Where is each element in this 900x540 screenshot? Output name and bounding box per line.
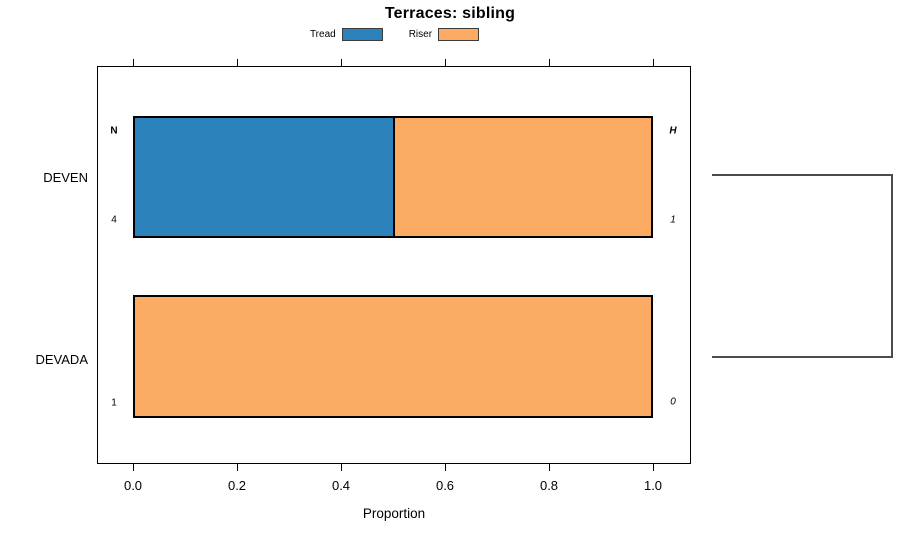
dendrogram-branch-devada — [712, 356, 892, 358]
chart-title: Terraces: sibling — [384, 5, 516, 22]
annotation-n-value-devada: 1 — [111, 397, 117, 409]
annotation-n-value-deven: 4 — [111, 214, 117, 226]
bottom-tick — [341, 464, 342, 471]
ytick-label-devada: DEVADA — [35, 352, 89, 367]
bottom-tick — [549, 464, 550, 471]
annotation-h-value-devada: 0 — [670, 396, 676, 408]
bottom-tick — [237, 464, 238, 471]
legend-label-riser: Riser — [408, 28, 433, 40]
bottom-tick — [653, 464, 654, 471]
bar-segment-tread — [135, 118, 393, 236]
top-tick — [549, 59, 550, 66]
top-tick — [445, 59, 446, 66]
legend-item-tread: Tread — [309, 27, 383, 41]
xtick-label: 1.0 — [643, 478, 663, 493]
top-tick — [133, 59, 134, 66]
xtick-label: 0.8 — [539, 478, 559, 493]
bar-segment-riser — [135, 297, 651, 416]
annotation-h-header: H — [669, 125, 677, 137]
bar-deven — [133, 116, 653, 238]
bar-devada — [133, 295, 653, 418]
xtick-label: 0.4 — [331, 478, 351, 493]
top-tick — [341, 59, 342, 66]
top-tick — [237, 59, 238, 66]
xtick-label: 0.6 — [435, 478, 455, 493]
annotation-h-value-deven: 1 — [670, 214, 676, 226]
plot-area — [97, 66, 691, 464]
xtick-label: 0.0 — [123, 478, 143, 493]
ytick-label-deven: DEVEN — [43, 170, 88, 185]
bar-segment-riser — [393, 118, 651, 236]
annotation-n-header: N — [110, 125, 118, 137]
legend-label-tread: Tread — [309, 28, 336, 40]
legend-swatch-riser — [438, 27, 480, 41]
xtick-label: 0.2 — [227, 478, 247, 493]
legend: Tread Riser — [97, 27, 692, 41]
x-axis-title: Proportion — [362, 506, 426, 521]
bottom-tick — [133, 464, 134, 471]
legend-swatch-tread — [341, 27, 383, 41]
legend-item-riser: Riser — [408, 27, 480, 41]
dendrogram-branch-deven — [712, 174, 892, 176]
top-tick — [653, 59, 654, 66]
dendrogram-join-line — [891, 174, 893, 358]
bottom-tick — [445, 464, 446, 471]
